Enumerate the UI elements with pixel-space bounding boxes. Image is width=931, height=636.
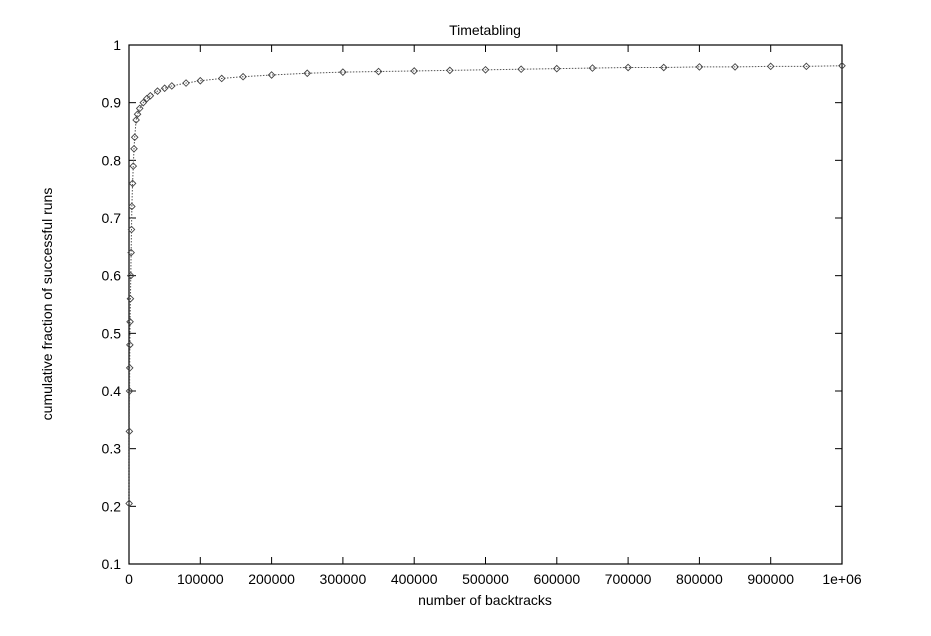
data-point-marker (146, 91, 155, 100)
data-point-marker (695, 63, 704, 71)
chart-title: Timetabling (449, 22, 521, 38)
data-point-marker (374, 67, 383, 76)
x-axis-label: number of backtracks (418, 592, 552, 608)
x-tick-label: 400000 (391, 571, 438, 587)
data-point-marker (303, 69, 312, 78)
x-tick-label: 100000 (177, 571, 224, 587)
x-tick-label: 600000 (533, 571, 580, 587)
x-tick-label: 700000 (605, 571, 652, 587)
y-tick-label: 1 (113, 37, 121, 53)
data-point-marker (182, 79, 190, 87)
data-point-marker (446, 66, 454, 75)
data-point-marker (588, 64, 597, 72)
data-point-marker (127, 248, 135, 257)
data-point-marker (838, 61, 846, 70)
data-point-marker (130, 133, 139, 142)
y-tick-label: 0.1 (102, 556, 122, 572)
ticks-layer: 0 100000 200000 300000 400000 500000 600000 700… (102, 37, 862, 587)
plot-frame (128, 44, 843, 565)
data-point-marker (139, 98, 148, 107)
y-tick-label: 0.4 (102, 383, 122, 399)
data-point-marker (167, 82, 176, 90)
data-point-marker (126, 294, 135, 303)
data-point-marker (552, 64, 561, 73)
data-point-marker (126, 271, 135, 280)
data-point-marker (731, 63, 739, 71)
data-point-marker (125, 364, 134, 372)
data-point-marker (126, 317, 134, 326)
data-point-marker (267, 71, 276, 79)
data-point-marker (217, 74, 226, 83)
y-tick-label: 0.7 (102, 210, 122, 226)
data-point-marker (624, 63, 632, 72)
x-tick-label: 300000 (320, 571, 367, 587)
data-point-marker (659, 63, 668, 72)
data-point-marker (135, 104, 144, 113)
data-point-marker (802, 62, 811, 71)
data-point-marker (126, 341, 134, 349)
y-tick-label: 0.9 (102, 95, 122, 111)
data-point-marker (481, 65, 490, 74)
x-tick-label: 500000 (462, 571, 509, 587)
y-tick-label: 0.5 (102, 325, 122, 341)
data-point-marker (132, 116, 140, 124)
y-tick-label: 0.2 (102, 498, 122, 514)
data-point-marker (125, 427, 134, 436)
data-point-marker (127, 225, 136, 234)
data-point-marker (133, 110, 142, 119)
data-point-marker (125, 499, 133, 508)
x-tick-label: 0 (125, 571, 133, 587)
data-point-marker (129, 162, 138, 170)
data-point-marker (766, 62, 775, 71)
data-layer (125, 61, 846, 508)
y-tick-label: 0.3 (102, 441, 122, 457)
data-point-marker (160, 84, 169, 93)
y-tick-label: 0.6 (102, 268, 122, 284)
data-point-marker (410, 67, 419, 75)
x-tick-label: 900000 (747, 571, 794, 587)
data-point-marker (239, 72, 247, 81)
x-tick-label: 200000 (248, 571, 295, 587)
x-tick-label: 800000 (676, 571, 723, 587)
y-tick-label: 0.8 (102, 152, 122, 168)
data-point-marker (125, 387, 134, 395)
series-line (128, 65, 843, 504)
data-point-marker (130, 144, 138, 153)
data-point-marker (196, 76, 205, 85)
data-point-marker (339, 68, 347, 76)
data-point-marker (153, 87, 162, 95)
x-tick-label: 1e+06 (822, 571, 862, 587)
data-point-marker (128, 179, 137, 188)
y-axis-label: cumulative fraction of successful runs (39, 188, 55, 421)
data-point-marker (517, 65, 525, 74)
data-point-marker (128, 202, 136, 211)
